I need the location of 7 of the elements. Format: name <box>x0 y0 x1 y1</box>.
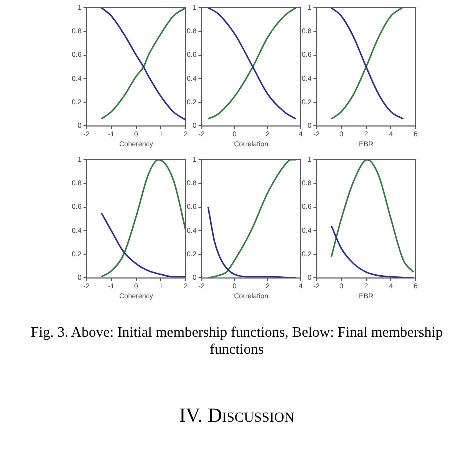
caption: Fig. 3. Above: Initial membership functions, Below: Final membership functions <box>30 325 444 359</box>
line-series <box>100 212 186 278</box>
line-series <box>100 160 186 278</box>
text: IV. Discussion <box>178 405 296 428</box>
line-series <box>208 8 297 120</box>
line-series <box>208 160 297 278</box>
line-series <box>330 160 414 274</box>
